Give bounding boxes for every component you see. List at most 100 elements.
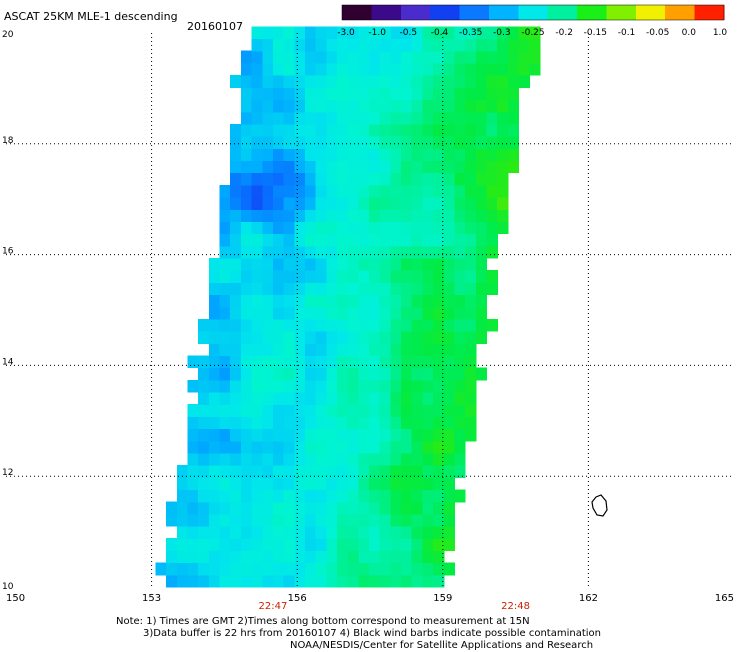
swath-cell: [379, 148, 391, 161]
swath-cell: [240, 489, 253, 503]
swath-cell: [486, 148, 498, 161]
swath-cell: [251, 62, 263, 76]
swath-cell: [401, 501, 413, 515]
colorbar-tick-label: -0.4: [431, 28, 449, 38]
swath-cell: [337, 465, 349, 478]
swath-cell: [347, 75, 359, 88]
swath-cell: [240, 62, 253, 76]
swath-cell: [219, 550, 231, 564]
swath-cell: [230, 489, 242, 503]
swath-cell: [240, 477, 253, 491]
swath-cell: [454, 50, 466, 64]
swath-cell: [272, 221, 285, 235]
colorbar-tick-label: -0.5: [400, 28, 418, 38]
swath-cell: [283, 294, 295, 308]
swath-cell: [379, 221, 391, 235]
swath-cell: [422, 38, 434, 52]
swath-cell: [305, 233, 317, 247]
swath-cell: [401, 197, 413, 210]
swath-cell: [475, 111, 488, 125]
swath-cell: [326, 184, 338, 198]
swath-cell: [369, 197, 381, 210]
swath-cell: [219, 306, 231, 320]
swath-cell: [433, 416, 445, 430]
swath-cell: [219, 428, 231, 442]
swath-cell: [187, 355, 199, 369]
swath-cell: [262, 38, 274, 52]
swath-cell: [369, 428, 381, 442]
swath-cell: [486, 111, 498, 125]
swath-cell: [230, 331, 242, 344]
colorbar-segment: [371, 5, 402, 20]
swath-cell: [433, 367, 445, 381]
swath-cell: [422, 294, 434, 308]
swath-cell: [443, 99, 456, 113]
swath-cell: [305, 136, 317, 149]
swath-cell: [465, 282, 477, 296]
swath-cell: [347, 318, 359, 332]
swath-cell: [497, 172, 509, 186]
time-labels: 22:47 22:48: [259, 601, 530, 612]
swath-cell: [369, 574, 381, 588]
swath-cell: [337, 416, 349, 430]
swath-cell: [337, 270, 349, 283]
swath-cell: [294, 99, 306, 113]
swath-cell: [272, 416, 285, 430]
swath-cell: [497, 209, 509, 222]
swath-cell: [379, 477, 391, 491]
swath-cell: [433, 574, 445, 588]
swath-cell: [497, 50, 509, 64]
swath-cell: [262, 343, 274, 356]
swath-cell: [262, 270, 274, 283]
swath-cell: [379, 209, 391, 222]
swath-cell: [240, 574, 253, 588]
swath-cell: [475, 87, 488, 101]
swath-cell: [401, 282, 413, 296]
swath-cell: [390, 136, 402, 149]
swath-cell: [433, 306, 445, 320]
swath-cell: [294, 440, 306, 454]
swath-cell: [187, 404, 199, 417]
swath-cell: [529, 26, 541, 40]
swath-cell: [272, 148, 285, 161]
swath-cell: [337, 404, 349, 417]
swath-cell: [401, 184, 413, 198]
swath-cell: [379, 526, 391, 539]
swath-cell: [465, 50, 477, 64]
swath-cell: [251, 550, 263, 564]
swath-cell: [262, 428, 274, 442]
swath-cell: [262, 331, 274, 344]
swath-cell: [411, 452, 423, 466]
swath-cell: [358, 111, 370, 125]
swath-cell: [401, 62, 413, 76]
swath-cell: [262, 75, 274, 88]
swath-cell: [358, 209, 370, 222]
swath-cell: [465, 331, 477, 344]
swath-cell: [497, 26, 509, 40]
swath-cell: [465, 270, 477, 283]
swath-cell: [337, 440, 349, 454]
swath-cell: [240, 221, 253, 235]
swath-cell: [251, 87, 263, 101]
swath-cell: [401, 172, 413, 186]
swath-cell: [240, 526, 253, 539]
swath-cell: [294, 75, 306, 88]
swath-cell: [443, 526, 456, 539]
swath-cell: [283, 501, 295, 515]
swath-cell: [272, 306, 285, 320]
swath-cell: [315, 513, 327, 527]
swath-cell: [475, 38, 488, 52]
swath-cell: [305, 416, 317, 430]
swath-cell: [390, 38, 402, 52]
swath-cell: [315, 440, 327, 454]
swath-cell: [272, 75, 285, 88]
swath-cell: [294, 416, 306, 430]
swath-cell: [294, 477, 306, 491]
swath-cell: [465, 38, 477, 52]
swath-cell: [219, 416, 231, 430]
swath-cell: [379, 538, 391, 551]
swath-cell: [411, 428, 423, 442]
swath-cell: [507, 87, 520, 101]
swath-cell: [240, 99, 253, 113]
swath-cell: [497, 184, 509, 198]
